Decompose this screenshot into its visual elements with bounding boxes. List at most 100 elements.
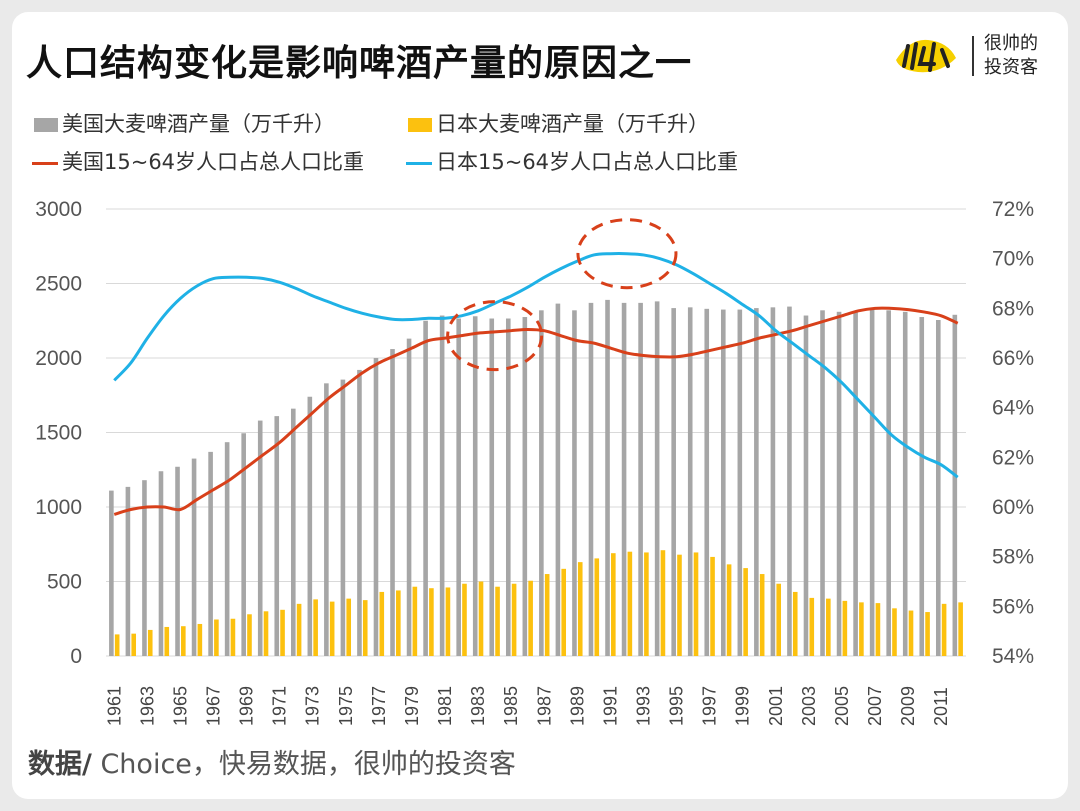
x-tick-label: 2001	[766, 686, 786, 726]
x-tick-label: 1963	[137, 686, 157, 726]
y-left-tick-label: 0	[70, 645, 82, 668]
legend-label-jp-line: 日本15~64岁人口占总人口比重	[436, 150, 739, 174]
us-beer-bar	[357, 369, 362, 656]
us-beer-bar	[737, 309, 743, 656]
us-beer-bar	[489, 318, 495, 656]
us-beer-bar	[588, 302, 594, 656]
us-beer-bar	[109, 490, 114, 656]
x-tick-label: 1981	[435, 686, 455, 726]
japan-beer-bar	[114, 634, 120, 656]
us-beer-bar	[754, 308, 759, 656]
us-beer-bar	[853, 311, 858, 656]
us-beer-bar	[952, 314, 958, 656]
us-working-age-line	[113, 306, 959, 516]
x-tick-label: 1983	[468, 686, 488, 726]
japan-beer-bar	[495, 586, 500, 656]
us-beer-bar	[142, 480, 147, 656]
japan-beer-bar	[181, 626, 186, 656]
y-right-tick-label: 68%	[992, 297, 1034, 320]
japan-beer-bar	[776, 583, 782, 656]
us-beer-bar	[605, 299, 610, 656]
us-beer-bar	[539, 310, 544, 656]
x-tick-label: 1975	[336, 686, 356, 726]
y-right-tick-label: 62%	[992, 446, 1034, 469]
japan-beer-bar	[759, 574, 765, 656]
x-tick-label: 1973	[303, 686, 323, 726]
us-beer-bar	[456, 318, 461, 656]
y-right-tick-label: 56%	[992, 595, 1034, 618]
y-left-tick-label: 2000	[35, 347, 82, 370]
japan-beer-bar	[214, 619, 219, 656]
japan-beer-bar	[677, 554, 682, 656]
us-beer-bar	[241, 433, 246, 656]
us-beer-bar	[654, 301, 660, 656]
japan-beer-bar	[263, 611, 269, 656]
us-beer-bar	[787, 306, 792, 656]
x-tick-label: 2005	[832, 686, 852, 726]
japan-beer-bar	[247, 614, 252, 656]
japan-beer-bar	[511, 583, 517, 656]
japan-beer-bar	[412, 586, 418, 656]
us-beer-bar	[224, 442, 230, 656]
us-beer-bar	[704, 308, 710, 656]
japan-beer-bar	[892, 608, 897, 656]
japan-beer-bar	[826, 598, 831, 656]
japan-beer-bar	[644, 552, 649, 656]
us-beer-bar	[803, 315, 809, 656]
japan-beer-bar	[561, 568, 567, 656]
us-beer-bar	[572, 310, 577, 656]
us-beer-bar	[340, 379, 346, 656]
x-tick-label: 1971	[270, 686, 290, 726]
japan-beer-bar	[445, 587, 451, 656]
legend-swatch-jp-bar	[408, 118, 432, 132]
us-beer-bar	[373, 358, 379, 656]
japan-beer-bar	[908, 610, 914, 656]
us-beer-bar	[423, 320, 428, 656]
legend-swatch-us-line	[32, 161, 58, 165]
japan-beer-bar	[429, 588, 434, 656]
us-beer-bar	[902, 311, 908, 656]
y-right-tick-label: 60%	[992, 496, 1034, 519]
us-beer-bar	[869, 308, 875, 656]
x-tick-label: 1989	[567, 686, 587, 726]
x-tick-label: 2007	[865, 686, 885, 726]
us-beer-bar	[439, 315, 445, 656]
highlight-ellipse-us	[446, 300, 544, 372]
x-tick-label: 1991	[600, 686, 620, 726]
legend-swatch-us-bar	[34, 118, 58, 132]
source-text: Choice，快易数据，很帅的投资客	[91, 749, 516, 780]
x-tick-label: 2009	[898, 686, 918, 726]
japan-beer-bar	[346, 598, 352, 656]
y-right-tick-label: 64%	[992, 397, 1034, 420]
us-beer-bar	[274, 416, 280, 656]
logo-line-1: 很帅的	[984, 33, 1038, 54]
x-tick-label: 1987	[534, 686, 554, 726]
japan-beer-bar	[941, 603, 947, 656]
us-beer-bar	[671, 308, 676, 656]
japan-beer-bar	[544, 574, 550, 656]
us-beer-bar	[125, 486, 131, 656]
japan-beer-bar	[362, 600, 368, 656]
x-tick-label: 1967	[204, 686, 224, 726]
page-title: 人口结构变化是影响啤酒产量的原因之一	[26, 43, 693, 84]
x-tick-label: 1961	[104, 686, 124, 726]
japan-beer-bar	[577, 562, 583, 656]
japan-beer-bar	[280, 609, 285, 656]
y-right-tick-label: 66%	[992, 347, 1034, 370]
x-tick-label: 1969	[237, 686, 257, 726]
us-beer-bar	[307, 396, 313, 656]
y-right-tick-label: 58%	[992, 546, 1034, 569]
y-left-tick-label: 1500	[35, 422, 82, 445]
legend-us-bar: 美国大麦啤酒产量（万千升）	[34, 108, 335, 138]
us-beer-bar	[191, 458, 197, 656]
x-tick-label: 1997	[700, 686, 720, 726]
x-tick-label: 1999	[733, 686, 753, 726]
japan-beer-bar	[230, 618, 236, 656]
shuai-logo-icon	[896, 39, 956, 73]
japan-beer-bar	[462, 583, 467, 656]
y-left-tick-label: 3000	[35, 198, 82, 221]
x-tick-label: 1985	[501, 686, 521, 726]
x-tick-label: 1979	[402, 686, 422, 726]
japan-beer-bar	[859, 602, 864, 656]
